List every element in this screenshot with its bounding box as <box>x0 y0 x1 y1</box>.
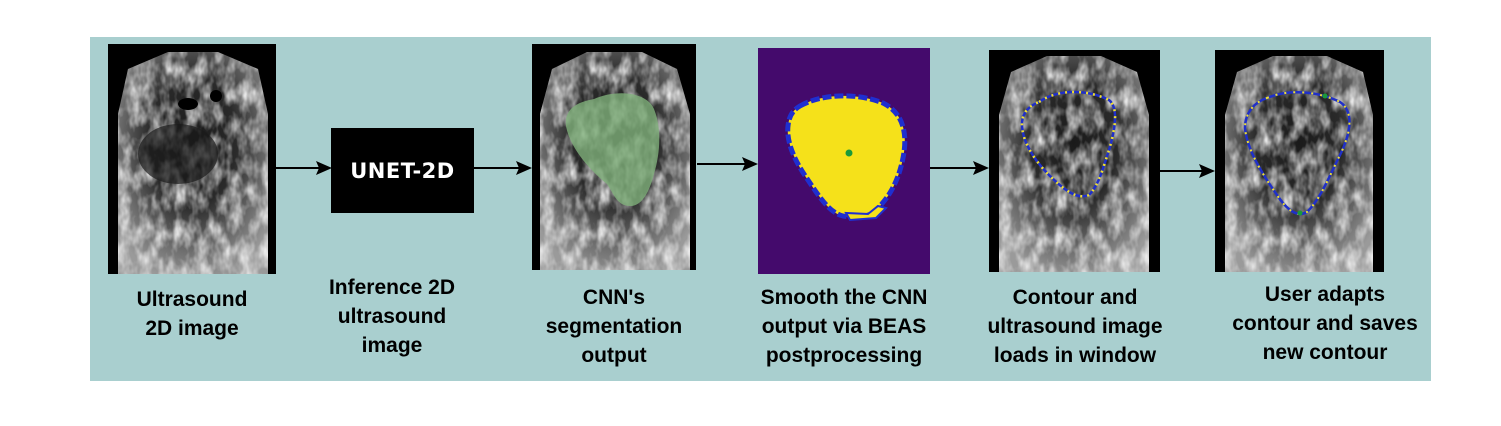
caption-cnn: CNN's segmentation output <box>514 283 714 370</box>
caption-beas: Smooth the CNN output via BEAS postproce… <box>729 283 959 370</box>
caption-ultrasound: Ultrasound 2D image <box>92 285 292 343</box>
caption-line: ultrasound <box>337 305 447 328</box>
caption-line: segmentation <box>545 315 683 338</box>
caption-line: output via BEAS <box>761 315 927 338</box>
arrow-3 <box>697 157 758 171</box>
caption-line: CNN's <box>582 286 646 309</box>
unet-2d-box: UNET-2D <box>331 128 474 213</box>
caption-user: User adapts contour and saves new contou… <box>1210 280 1440 367</box>
caption-line: Contour and <box>1012 286 1138 309</box>
user-adapted-contour-image <box>1215 50 1384 272</box>
caption-line: contour and saves <box>1232 312 1418 335</box>
caption-line: output <box>581 344 647 367</box>
cnn-segmentation-image <box>532 44 696 270</box>
segmentation-overlay <box>565 93 660 207</box>
arrow-2 <box>474 161 532 175</box>
caption-line: ultrasound image <box>987 315 1163 338</box>
caption-inference: Inference 2D ultrasound image <box>292 273 492 360</box>
caption-line: image <box>361 334 423 357</box>
ultrasound-image <box>108 44 276 274</box>
beas-postprocessing-image <box>758 48 930 274</box>
contour-image <box>989 50 1160 272</box>
caption-contour: Contour and ultrasound image loads in wi… <box>960 283 1190 370</box>
unet-label: UNET-2D <box>350 158 455 183</box>
center-point <box>845 149 853 157</box>
caption-line: Smooth the CNN <box>760 286 928 309</box>
caption-line: Ultrasound <box>136 288 248 311</box>
caption-line: 2D image <box>145 317 239 340</box>
caption-line: loads in window <box>993 344 1157 367</box>
arrow-4 <box>930 161 989 175</box>
arrow-5 <box>1160 164 1215 178</box>
caption-line: new contour <box>1262 341 1388 364</box>
caption-line: Inference 2D <box>328 276 456 299</box>
caption-line: postprocessing <box>765 344 923 367</box>
arrow-1 <box>276 161 332 175</box>
caption-line: User adapts <box>1264 283 1386 306</box>
